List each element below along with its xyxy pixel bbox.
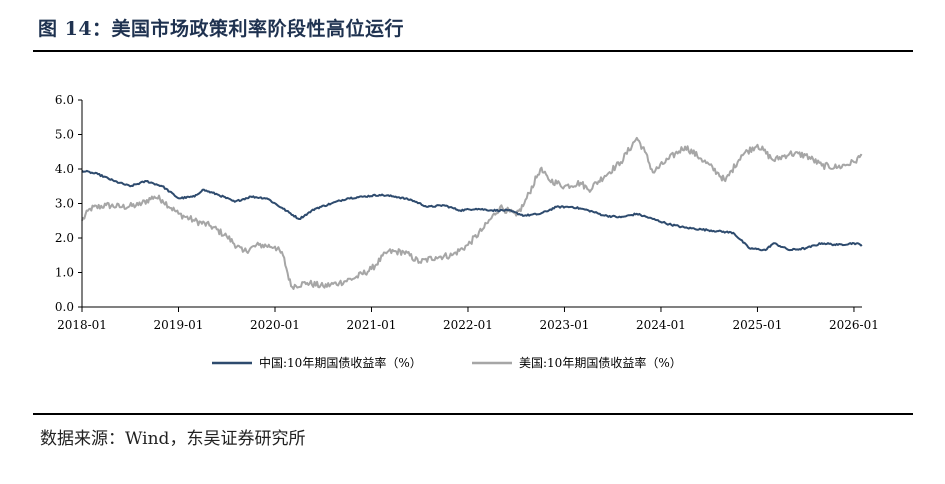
y-tick-label: 4.0 [55, 162, 74, 176]
y-tick-label: 6.0 [55, 93, 74, 107]
y-tick-label: 5.0 [55, 128, 74, 142]
x-tick-label: 2019-01 [154, 318, 204, 332]
source-note: 数据来源：Wind，东吴证券研究所 [40, 429, 306, 449]
x-tick-label: 2024-01 [636, 318, 686, 332]
axes: 0.0 1.0 2.0 3.0 4.0 5.0 6.0 2018-01 2019-01 2020-… [55, 93, 879, 332]
x-tick-label: 2021-01 [347, 318, 397, 332]
x-tick-label: 2020-01 [250, 318, 300, 332]
series-line-us [81, 136, 863, 290]
x-tick-label: 2026-01 [829, 318, 879, 332]
x-tick-label: 2025-01 [733, 318, 783, 332]
legend-label-china: 中国:10年期国债收益率（%） [259, 355, 422, 370]
x-tick-label: 2018-01 [57, 318, 107, 332]
bottom-rule [33, 413, 913, 415]
series-line-china [81, 169, 863, 252]
legend: 中国:10年期国债收益率（%） 美国:10年期国债收益率（%） [212, 355, 682, 370]
y-tick-label: 1.0 [55, 266, 74, 280]
y-tick-label: 0.0 [55, 300, 74, 314]
top-rule [33, 50, 913, 52]
plot-area [81, 136, 863, 290]
x-tick-label: 2023-01 [540, 318, 590, 332]
x-tick-label: 2022-01 [443, 318, 493, 332]
y-tick-label: 2.0 [55, 231, 74, 245]
chart-title: 图 14：美国市场政策利率阶段性高位运行 [38, 18, 405, 40]
y-tick-label: 3.0 [55, 197, 74, 211]
legend-label-us: 美国:10年期国债收益率（%） [519, 355, 682, 370]
